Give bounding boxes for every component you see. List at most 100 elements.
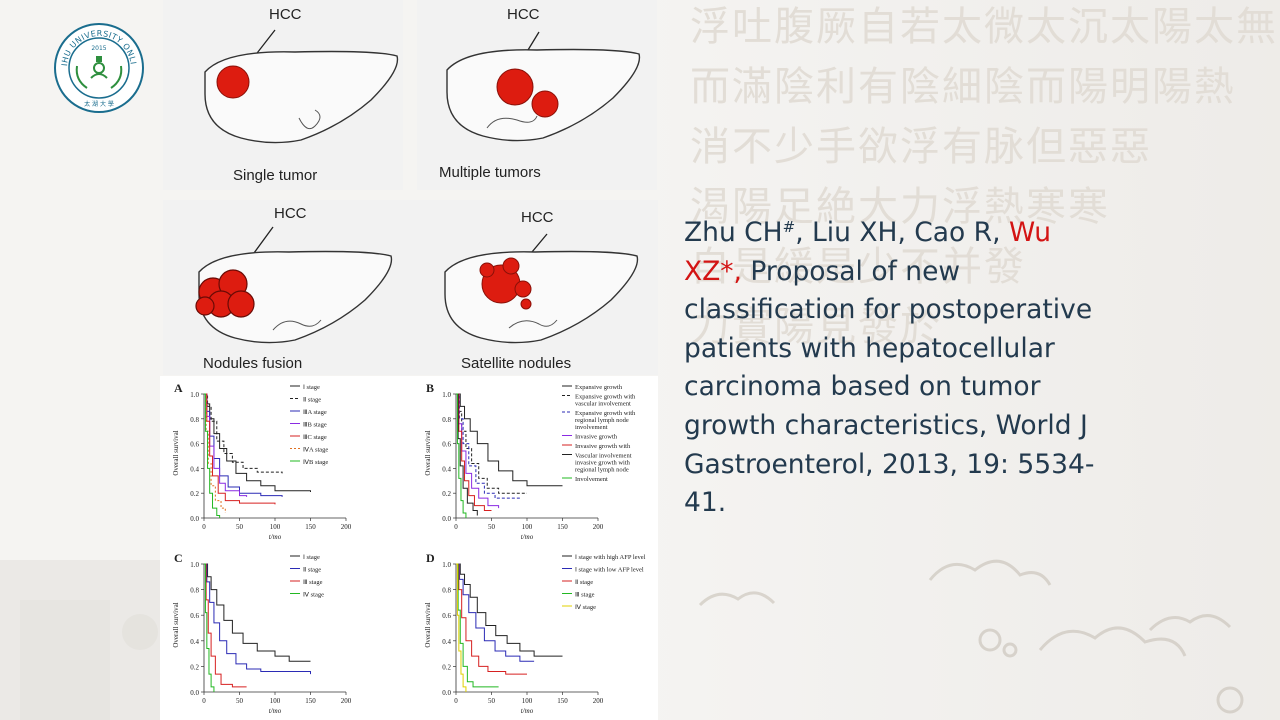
liver-shape — [444, 250, 639, 344]
survival-curve — [456, 563, 563, 657]
satellite-nodule — [502, 257, 520, 275]
background-glyph: 陰 — [900, 64, 940, 110]
background-glyph: 陽 — [774, 304, 814, 350]
x-tick-label: 50 — [488, 523, 496, 531]
background-glyph: 太 — [1194, 4, 1234, 50]
hcc-label: HCC — [269, 6, 302, 23]
x-tick-label: 0 — [454, 697, 458, 705]
background-glyph: 自 — [858, 4, 898, 50]
liver-diagram-satellite-nodules: HCC Satellite nodules — [417, 200, 658, 375]
background-glyph: 陽 — [1152, 4, 1192, 50]
survival-curve — [456, 393, 527, 494]
citation-text: Zhu CH#, Liu XH, Cao R, Wu XZ*, Proposal… — [684, 214, 1104, 523]
hcc-label: HCC — [507, 6, 540, 23]
liver-diagram-nodules-fusion: HCC Nodules fusion — [163, 200, 417, 375]
background-glyph: 而 — [1026, 64, 1066, 110]
x-tick-label: 200 — [593, 523, 604, 531]
liver-shape — [204, 50, 399, 144]
background-glyph: 絶 — [816, 184, 856, 230]
survival-curve — [204, 393, 221, 518]
legend-label: ⅢB stage — [303, 422, 327, 429]
background-glyph: 發 — [858, 304, 898, 350]
x-tick-label: 100 — [522, 523, 533, 531]
tumor — [531, 90, 559, 118]
x-tick-label: 150 — [557, 697, 568, 705]
y-axis-label: Overall survival — [172, 430, 180, 475]
y-tick-label: 0.4 — [190, 465, 199, 473]
satellite-nodule — [479, 262, 495, 278]
diagram-caption: Single tumor — [233, 167, 317, 184]
background-glyph: 腹 — [774, 4, 814, 50]
km-panel-a: A 0.0 0.2 0.4 0.6 0.8 1.0 0 50 100 150 200 t/mo Overa… — [160, 376, 412, 546]
km-panel-d: D 0.0 0.2 0.4 0.6 0.8 1.0 0 50 100 150 200 t/mo Overa… — [412, 546, 658, 720]
y-axis-label: Overall survival — [424, 430, 432, 475]
background-glyph: 浮 — [690, 4, 730, 50]
background-glyph: 微 — [984, 4, 1024, 50]
diagram-caption: Satellite nodules — [461, 355, 571, 372]
x-tick-label: 150 — [305, 697, 316, 705]
survival-curve — [456, 563, 527, 675]
x-tick-label: 0 — [202, 697, 206, 705]
hcc-label: HCC — [274, 205, 307, 222]
background-glyph: 而 — [690, 64, 730, 110]
background-glyph: 浮 — [900, 124, 940, 170]
background-glyph: 有 — [942, 124, 982, 170]
background-glyph: 於 — [900, 304, 940, 350]
x-tick-label: 0 — [454, 523, 458, 531]
background-glyph: 陽 — [1068, 64, 1108, 110]
survival-curve — [456, 563, 499, 688]
background-glyph: 太 — [1026, 4, 1066, 50]
legend-label: Ⅳ stage — [303, 592, 324, 599]
y-tick-label: 0.6 — [190, 612, 199, 620]
background-glyph: 太 — [942, 4, 982, 50]
x-tick-label: 0 — [202, 523, 206, 531]
x-axis-label: t/mo — [269, 707, 282, 715]
legend-label: ⅢA stage — [303, 409, 327, 416]
x-axis-label: t/mo — [521, 533, 534, 541]
legend-label: Ⅱ stage — [575, 579, 593, 586]
km-panel-b: B 0.0 0.2 0.4 0.6 0.8 1.0 0 50 100 150 200 t/mo Overa… — [412, 376, 658, 546]
background-glyph: 陽 — [732, 184, 772, 230]
tumor — [216, 65, 250, 99]
background-glyph: 力 — [690, 304, 730, 350]
survival-curve — [204, 563, 215, 692]
background-glyph: 吐 — [732, 4, 772, 50]
legend-label: Expansive growth with regional lymph node… — [575, 410, 636, 431]
background-glyph: 少 — [858, 244, 898, 290]
x-tick-label: 150 — [305, 523, 316, 531]
citation-authors-1: Zhu CH — [684, 217, 783, 248]
legend-label: Ⅰ stage — [303, 384, 320, 391]
y-tick-label: 1.0 — [442, 561, 451, 569]
survival-curve — [456, 393, 500, 509]
panel-letter: B — [426, 381, 434, 395]
y-tick-label: 1.0 — [190, 391, 199, 399]
survival-curve — [204, 393, 276, 505]
liver-diagram-single-tumor: HCC Single tumor — [163, 0, 403, 190]
hcc-label: HCC — [521, 209, 554, 226]
background-glyph: 有 — [858, 64, 898, 110]
background-glyph: 陽 — [1152, 64, 1192, 110]
legend-label: Invasive growth — [575, 434, 618, 441]
survival-curve — [456, 563, 535, 662]
survival-curve — [456, 393, 478, 516]
survival-curve — [204, 563, 311, 675]
x-axis-label: t/mo — [521, 707, 534, 715]
y-tick-label: 0.8 — [190, 587, 199, 595]
y-tick-label: 0.8 — [190, 416, 199, 424]
emblem-icon — [90, 56, 108, 79]
background-glyph: 若 — [900, 4, 940, 50]
y-tick-label: 1.0 — [190, 561, 199, 569]
tumor — [496, 68, 534, 106]
y-tick-label: 0.2 — [442, 663, 451, 671]
background-glyph: 厥 — [816, 4, 856, 50]
y-tick-label: 0.6 — [190, 441, 199, 449]
y-tick-label: 0.0 — [190, 689, 199, 697]
y-tick-label: 0.4 — [442, 465, 451, 473]
y-tick-label: 0.4 — [190, 638, 199, 646]
logo-bottom-text: 太 湖 大 學 — [84, 100, 114, 108]
x-tick-label: 100 — [270, 523, 281, 531]
background-glyph: 緩 — [774, 244, 814, 290]
background-glyph: 不 — [732, 124, 772, 170]
background-glyph: 足 — [774, 184, 814, 230]
